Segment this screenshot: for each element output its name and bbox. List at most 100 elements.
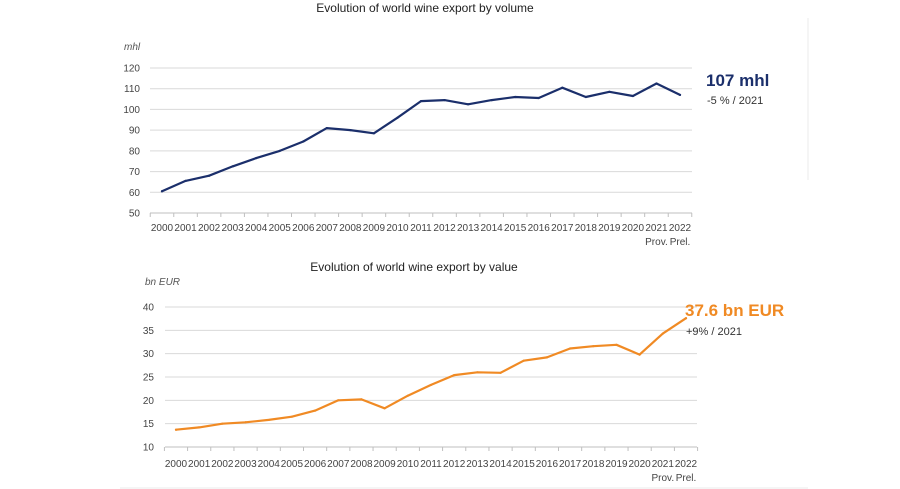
value-data-point <box>360 398 363 401</box>
value-x-tick-label: 2002 <box>211 459 234 470</box>
volume-x-tick-label: 2003 <box>222 223 245 234</box>
volume-x-tick-label: 2021 <box>645 223 668 234</box>
value-data-point <box>684 317 688 320</box>
value-x-tick-label: 2003 <box>234 459 257 470</box>
value-data-point <box>198 426 201 429</box>
volume-chart: Evolution of world wine export by volume… <box>123 1 769 248</box>
value-x-tick-label: 2005 <box>281 459 304 470</box>
value-x-tick-label: 2017 <box>559 459 582 470</box>
value-data-point <box>638 353 641 356</box>
volume-x-tick-label: 2016 <box>528 223 551 234</box>
volume-x-note-label: Prov. <box>645 237 668 248</box>
volume-x-tick-label: 2006 <box>292 223 315 234</box>
value-chart-title: Evolution of world wine export by value <box>310 260 518 274</box>
volume-chart-title: Evolution of world wine export by volume <box>316 1 534 15</box>
value-series <box>174 317 688 431</box>
value-data-point <box>476 371 479 374</box>
value-data-point <box>453 374 456 377</box>
value-x-tick-label: 2012 <box>443 459 466 470</box>
volume-y-tick-label: 120 <box>123 64 140 75</box>
volume-x-tick-label: 2018 <box>575 223 598 234</box>
value-y-tick-label: 25 <box>143 373 155 384</box>
volume-x-tick-label: 2022 <box>669 223 692 234</box>
value-y-tick-label: 15 <box>143 419 155 430</box>
volume-y-tick-label: 80 <box>129 146 141 157</box>
volume-data-point <box>490 99 493 102</box>
value-data-point <box>592 345 595 348</box>
volume-y-tick-label: 100 <box>123 105 140 116</box>
volume-series <box>160 82 682 193</box>
volume-callout-change: -5 % / 2021 <box>707 95 763 107</box>
value-x-tick-label: 2019 <box>605 459 628 470</box>
volume-callout-value: 107 mhl <box>706 71 769 90</box>
value-data-point <box>429 383 433 387</box>
volume-data-point <box>584 95 587 99</box>
value-y-tick-label: 30 <box>143 349 155 360</box>
value-series-line <box>174 317 688 431</box>
value-x-ticks: 2000 2001 2002 2003 2004 2005 2006 2007 2008 2009… <box>163 447 699 470</box>
value-data-point <box>267 418 270 422</box>
value-y-tick-label: 20 <box>143 396 155 407</box>
volume-data-point <box>325 126 328 130</box>
volume-data-point <box>419 100 423 103</box>
value-x-tick-label: 2004 <box>258 459 281 470</box>
value-x-tick-label: 2014 <box>489 459 512 470</box>
volume-y-tick-label: 110 <box>124 84 140 95</box>
volume-data-point <box>184 179 187 182</box>
value-data-point <box>661 332 664 335</box>
value-data-point <box>174 428 178 431</box>
value-unit-label: bn EUR <box>145 277 180 288</box>
volume-data-point <box>514 95 517 99</box>
volume-data-point <box>207 174 211 177</box>
volume-x-tick-label: 2013 <box>457 223 480 234</box>
volume-x-tick-label: 2012 <box>433 223 456 234</box>
value-data-point <box>337 399 340 402</box>
volume-x-tick-label: 2019 <box>598 223 621 234</box>
volume-data-point <box>678 93 682 97</box>
volume-series-line <box>160 82 682 193</box>
value-callout-change: +9% / 2021 <box>686 326 742 338</box>
value-grid <box>165 306 697 448</box>
value-x-note-label: Prov. <box>652 473 675 484</box>
value-data-point <box>313 409 317 412</box>
value-x-tick-label: 2000 <box>165 459 188 470</box>
volume-data-point <box>231 165 234 168</box>
volume-x-tick-label: 2007 <box>316 223 339 234</box>
volume-x-tick-label: 2020 <box>622 223 645 234</box>
value-x-tick-label: 2011 <box>420 459 442 470</box>
value-callout-value: 37.6 bn EUR <box>685 301 784 320</box>
volume-data-point <box>561 86 564 89</box>
volume-data-point <box>302 140 305 143</box>
volume-x-tick-label: 2001 <box>174 223 197 234</box>
value-data-point <box>406 394 409 397</box>
volume-x-notes: Prov. Prel. <box>645 237 690 248</box>
value-data-point <box>545 356 549 359</box>
value-x-tick-label: 2020 <box>629 459 652 470</box>
value-data-point <box>568 347 572 350</box>
volume-x-tick-label: 2014 <box>481 223 504 234</box>
value-data-point <box>290 415 294 418</box>
value-y-tick-label: 40 <box>143 303 155 314</box>
volume-x-note-label: Prel. <box>670 237 691 248</box>
volume-x-tick-label: 2011 <box>410 223 432 234</box>
value-data-point <box>383 407 386 410</box>
volume-x-tick-label: 2009 <box>363 223 386 234</box>
value-x-tick-label: 2016 <box>536 459 559 470</box>
value-x-tick-label: 2015 <box>513 459 536 470</box>
volume-y-tick-label: 90 <box>129 126 141 137</box>
volume-y-tick-label: 70 <box>129 167 141 178</box>
volume-data-point <box>655 82 658 85</box>
value-x-tick-label: 2008 <box>350 459 373 470</box>
volume-y-tick-label: 50 <box>129 209 141 220</box>
value-x-tick-label: 2013 <box>466 459 489 470</box>
value-data-point <box>244 421 247 424</box>
value-x-tick-label: 2010 <box>397 459 420 470</box>
volume-data-point <box>349 129 352 132</box>
volume-unit-label: mhl <box>124 42 141 53</box>
volume-x-tick-label: 2002 <box>198 223 221 234</box>
volume-x-tick-label: 2005 <box>269 223 292 234</box>
value-data-point <box>221 422 224 425</box>
value-y-ticks: 10 15 20 25 30 35 40 <box>143 303 155 454</box>
value-data-point <box>499 371 502 374</box>
volume-x-tick-label: 2010 <box>386 223 409 234</box>
